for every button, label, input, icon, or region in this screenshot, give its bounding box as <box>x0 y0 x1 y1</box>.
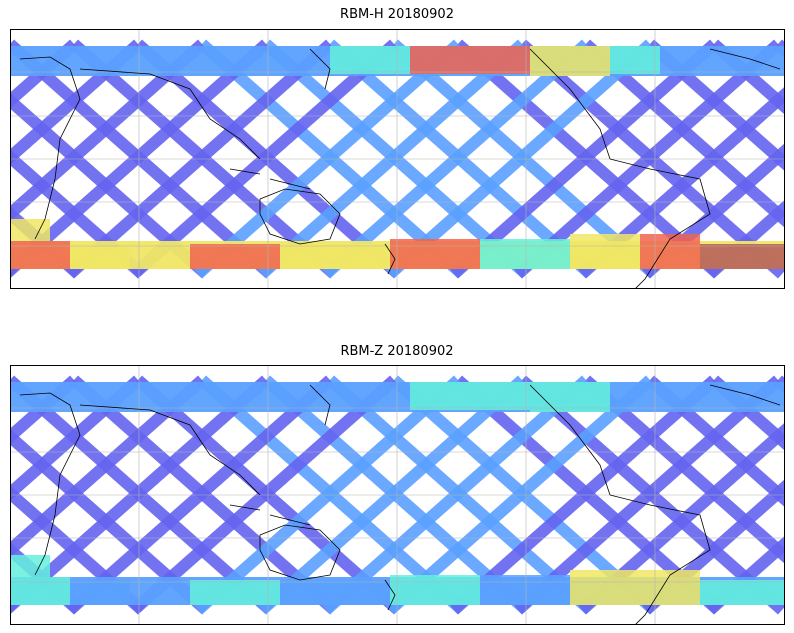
swath <box>706 535 785 615</box>
value-patch <box>10 219 50 241</box>
swath <box>10 39 78 109</box>
value-patch <box>390 239 480 269</box>
value-patch <box>700 580 785 605</box>
panel-title-rbm-z: RBM-Z 20180902 <box>340 344 454 359</box>
value-patch <box>190 244 280 269</box>
northern-band <box>10 382 785 412</box>
map-frame <box>10 29 785 289</box>
value-patch <box>410 46 530 74</box>
swath <box>706 199 785 279</box>
value-patch <box>190 580 280 605</box>
swath <box>10 39 142 166</box>
value-patch <box>610 46 660 74</box>
value-patch <box>410 382 530 410</box>
value-patch <box>330 46 410 74</box>
swath <box>10 375 78 445</box>
map-panel-rbm-h <box>10 29 785 289</box>
value-patch <box>570 234 640 269</box>
value-patch <box>530 46 610 76</box>
swath <box>10 375 142 502</box>
value-patch <box>640 570 700 605</box>
coastlines <box>19 48 781 289</box>
coastlines <box>19 384 781 625</box>
value-patch <box>700 244 785 269</box>
map-frame <box>10 365 785 625</box>
gridlines <box>10 365 785 625</box>
value-patch <box>570 570 640 605</box>
value-patch <box>280 244 390 269</box>
map-panel-rbm-z <box>10 365 785 625</box>
value-patch <box>10 241 70 269</box>
gridlines <box>10 29 785 289</box>
value-patch <box>10 577 70 605</box>
value-patch <box>70 247 130 269</box>
value-patch <box>480 575 570 605</box>
value-patch <box>640 234 700 269</box>
value-patch <box>70 580 130 605</box>
value-patch <box>280 580 390 605</box>
value-patch <box>390 575 480 605</box>
swath <box>710 375 785 451</box>
swath <box>710 39 785 115</box>
panel-title-rbm-h: RBM-H 20180902 <box>340 7 454 22</box>
value-patch <box>530 382 610 412</box>
value-patch <box>10 555 50 577</box>
value-patch <box>480 239 570 269</box>
